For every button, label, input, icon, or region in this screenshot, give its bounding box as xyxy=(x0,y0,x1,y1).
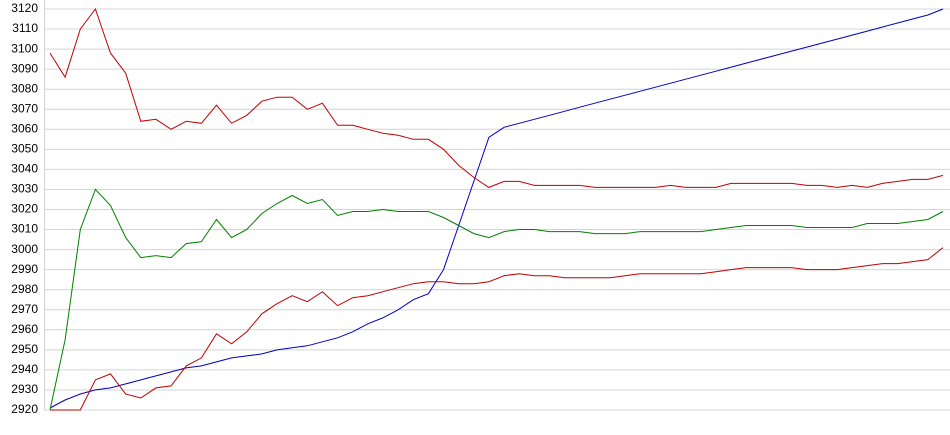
y-tick-label: 3060 xyxy=(11,121,38,135)
y-tick-label: 3120 xyxy=(11,1,38,15)
y-tick-label: 2930 xyxy=(11,382,38,396)
y-tick-label: 3080 xyxy=(11,81,38,95)
y-tick-label: 3040 xyxy=(11,162,38,176)
y-tick-label: 2980 xyxy=(11,282,38,296)
y-tick-label: 2950 xyxy=(11,342,38,356)
y-tick-label: 3100 xyxy=(11,41,38,55)
y-tick-label: 3090 xyxy=(11,61,38,75)
y-tick-label: 2990 xyxy=(11,262,38,276)
y-tick-label: 2940 xyxy=(11,362,38,376)
y-tick-label: 3050 xyxy=(11,142,38,156)
y-tick-label: 3070 xyxy=(11,101,38,115)
y-tick-label: 3000 xyxy=(11,242,38,256)
y-tick-label: 3110 xyxy=(12,21,38,35)
y-tick-label: 2960 xyxy=(11,322,38,336)
series-line xyxy=(49,8,944,409)
series-line xyxy=(50,247,944,411)
y-tick-label: 3010 xyxy=(11,222,38,236)
y-tick-label: 3020 xyxy=(11,202,38,216)
y-tick-label: 2920 xyxy=(11,402,38,416)
y-tick-label: 3030 xyxy=(11,182,38,196)
series-line xyxy=(49,188,944,411)
series-line xyxy=(49,7,944,188)
y-tick-label: 2970 xyxy=(11,302,38,316)
